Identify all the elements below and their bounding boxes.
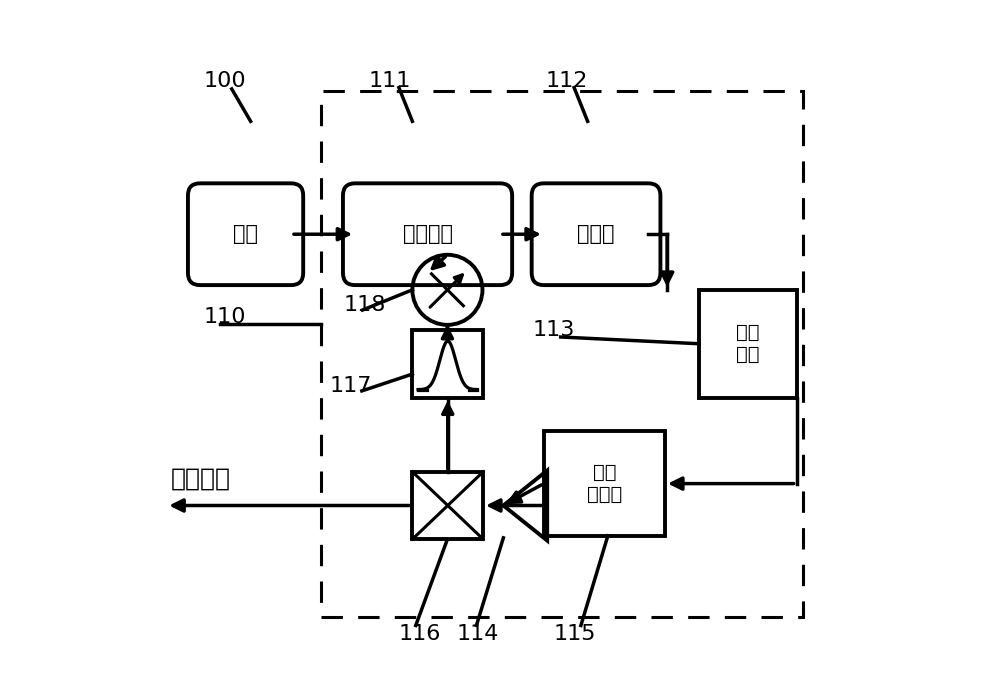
Text: 110: 110 (203, 307, 246, 327)
FancyBboxPatch shape (343, 183, 512, 285)
Text: 118: 118 (344, 295, 386, 315)
Bar (699, 290, 797, 398)
Text: 116: 116 (399, 623, 441, 644)
Bar (412, 330, 483, 398)
FancyBboxPatch shape (188, 183, 303, 285)
Bar (544, 431, 665, 536)
Text: 光调制器: 光调制器 (403, 224, 453, 244)
FancyBboxPatch shape (532, 183, 660, 285)
Text: 微波
限幅器: 微波 限幅器 (587, 463, 622, 504)
Text: 111: 111 (369, 71, 411, 91)
Text: 光探
测器: 光探 测器 (736, 324, 759, 364)
Text: 112: 112 (546, 71, 588, 91)
Text: 振荡输出: 振荡输出 (171, 466, 231, 491)
Text: 117: 117 (329, 376, 372, 396)
Bar (321, 91, 803, 617)
Text: 114: 114 (456, 623, 499, 644)
Text: 100: 100 (203, 71, 246, 91)
Bar (412, 472, 483, 539)
Text: 113: 113 (532, 320, 575, 340)
Text: 115: 115 (554, 623, 596, 644)
Text: 长光纤: 长光纤 (577, 224, 615, 244)
Text: 光源: 光源 (233, 224, 258, 244)
